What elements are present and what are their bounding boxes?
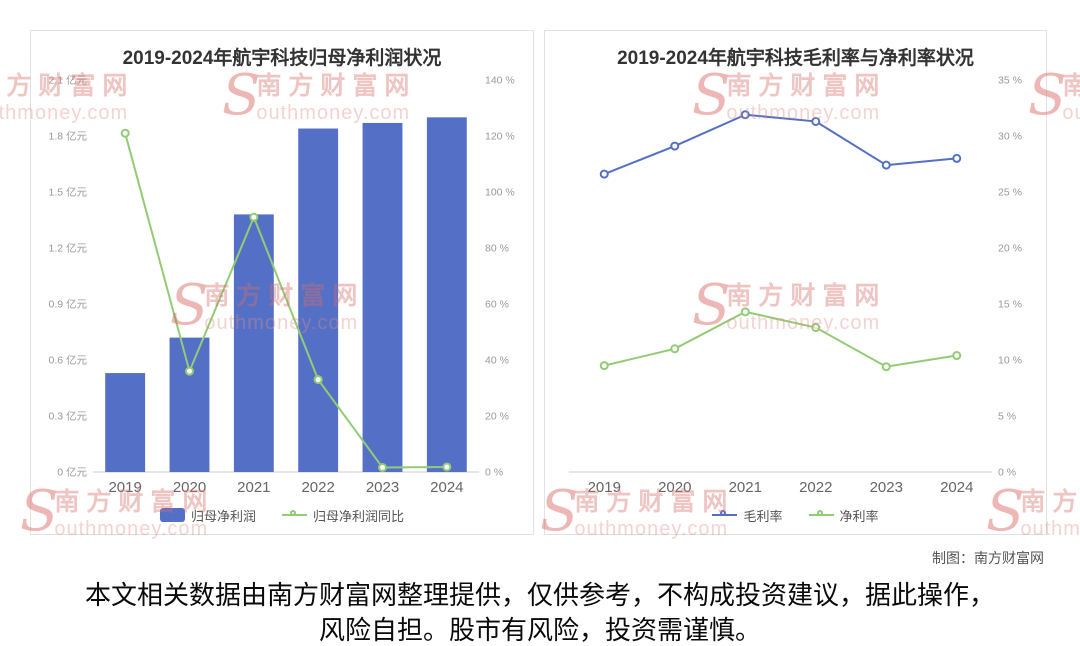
svg-text:140 %: 140 % bbox=[485, 75, 515, 87]
svg-text:30 %: 30 % bbox=[998, 131, 1022, 143]
legend-item: 净利率 bbox=[808, 506, 879, 525]
svg-text:0 亿元: 0 亿元 bbox=[57, 466, 87, 479]
line-legend-marker bbox=[712, 508, 738, 522]
margins-chart-panel: 2019-2024年航宇科技毛利率与净利率状况 0 % 5 % 10 % 15 % 20… bbox=[544, 30, 1047, 535]
svg-text:2022: 2022 bbox=[301, 479, 334, 496]
charts-row: 2019-2024年航宇科技归母净利润状况 0 亿元 0.3 亿元 0.6 亿元 0.… bbox=[30, 30, 1047, 535]
svg-text:2024: 2024 bbox=[430, 479, 463, 496]
margins-chart-title: 2019-2024年航宇科技毛利率与净利率状况 bbox=[617, 48, 974, 69]
legend-label: 净利率 bbox=[839, 508, 879, 524]
svg-text:2022: 2022 bbox=[799, 479, 832, 496]
svg-text:35 %: 35 % bbox=[998, 75, 1022, 87]
x-axis-labels: 2019 2020 2021 2022 2023 2024 bbox=[588, 479, 974, 496]
legend-item: 归母净利润 bbox=[159, 506, 256, 525]
margins-chart-legend: 毛利率 净利率 bbox=[553, 502, 1038, 528]
line-series bbox=[599, 307, 962, 372]
bar-legend-marker bbox=[159, 508, 185, 522]
line-legend-marker bbox=[808, 508, 834, 522]
svg-text:2020: 2020 bbox=[173, 479, 206, 496]
svg-text:20 %: 20 % bbox=[485, 411, 509, 423]
legend-label: 归母净利润同比 bbox=[313, 508, 405, 524]
legend-item: 毛利率 bbox=[712, 506, 783, 525]
svg-text:1.5 亿元: 1.5 亿元 bbox=[48, 186, 87, 199]
chart-credit: 制图：南方财富网 bbox=[932, 550, 1044, 566]
net-profit-chart-panel: 2019-2024年航宇科技归母净利润状况 0 亿元 0.3 亿元 0.6 亿元 0.… bbox=[30, 30, 534, 535]
svg-text:2020: 2020 bbox=[658, 479, 691, 496]
bar-series bbox=[105, 117, 467, 473]
legend-dot bbox=[816, 510, 823, 516]
line-legend-marker bbox=[282, 508, 307, 522]
svg-text:0 %: 0 % bbox=[998, 467, 1016, 479]
svg-text:2021: 2021 bbox=[729, 479, 762, 496]
chart-svg: 0 亿元 0.3 亿元 0.6 亿元 0.9 亿元 1.2 亿元 1.5 亿元 1.8 亿元… bbox=[48, 74, 515, 497]
svg-text:2023: 2023 bbox=[870, 479, 903, 496]
svg-text:2019: 2019 bbox=[588, 479, 621, 496]
svg-text:1.8 亿元: 1.8 亿元 bbox=[48, 130, 87, 143]
right-axis-labels: 0 % 20 % 40 % 60 % 80 % 100 % 120 % 140 % bbox=[485, 75, 515, 479]
legend-label: 毛利率 bbox=[743, 508, 783, 524]
svg-text:80 %: 80 % bbox=[485, 243, 509, 255]
legend-label: 归母净利润 bbox=[190, 508, 256, 524]
svg-text:10 %: 10 % bbox=[998, 355, 1022, 367]
legend-dot bbox=[720, 510, 727, 516]
net-profit-chart-title: 2019-2024年航宇科技归母净利润状况 bbox=[122, 48, 442, 69]
svg-text:25 %: 25 % bbox=[998, 187, 1022, 199]
svg-text:1.2 亿元: 1.2 亿元 bbox=[48, 242, 87, 255]
svg-text:2.1 亿元: 2.1 亿元 bbox=[48, 74, 87, 87]
svg-text:2023: 2023 bbox=[366, 479, 399, 496]
svg-text:15 %: 15 % bbox=[998, 299, 1022, 311]
legend-item: 归母净利润同比 bbox=[282, 506, 404, 525]
line-series bbox=[120, 128, 452, 473]
svg-text:2019: 2019 bbox=[108, 479, 141, 496]
svg-text:20 %: 20 % bbox=[998, 243, 1022, 255]
svg-text:5 %: 5 % bbox=[998, 411, 1016, 423]
net-profit-chart: 0 亿元 0.3 亿元 0.6 亿元 0.9 亿元 1.2 亿元 1.5 亿元 1.8 亿元… bbox=[39, 72, 525, 502]
svg-text:100 %: 100 % bbox=[485, 187, 515, 199]
svg-text:40 %: 40 % bbox=[485, 355, 509, 367]
margins-chart: 0 % 5 % 10 % 15 % 20 % 25 % 30 % 35 % 2019 2020 20… bbox=[553, 72, 1038, 502]
chart-svg: 0 %5 %10 %15 %20 %25 %30 %35 %2019 2020 20… bbox=[569, 75, 1022, 496]
svg-text:60 %: 60 % bbox=[485, 299, 509, 311]
right-axis-labels: 0 % 5 % 10 % 15 % 20 % 25 % 30 % 35 % bbox=[998, 75, 1022, 479]
x-axis-labels: 2019 2020 2021 2022 2023 2024 bbox=[108, 479, 463, 496]
svg-text:0.3 亿元: 0.3 亿元 bbox=[48, 410, 87, 423]
svg-text:2024: 2024 bbox=[940, 479, 973, 496]
net-profit-chart-legend: 归母净利润 归母净利润同比 bbox=[39, 502, 525, 528]
svg-text:120 %: 120 % bbox=[485, 131, 515, 143]
disclaimer: 本文相关数据由南方财富网整理提供，仅供参考，不构成投资建议，据此操作，风险自担。… bbox=[85, 580, 996, 646]
legend-dot bbox=[290, 510, 296, 516]
left-axis-labels: 0 亿元 0.3 亿元 0.6 亿元 0.9 亿元 1.2 亿元 1.5 亿元 1.8 亿元… bbox=[48, 74, 87, 479]
svg-text:0.9 亿元: 0.9 亿元 bbox=[48, 298, 87, 311]
svg-text:2021: 2021 bbox=[237, 479, 270, 496]
line-series bbox=[599, 110, 962, 179]
svg-text:0.6 亿元: 0.6 亿元 bbox=[48, 354, 87, 367]
svg-text:0 %: 0 % bbox=[485, 467, 503, 479]
